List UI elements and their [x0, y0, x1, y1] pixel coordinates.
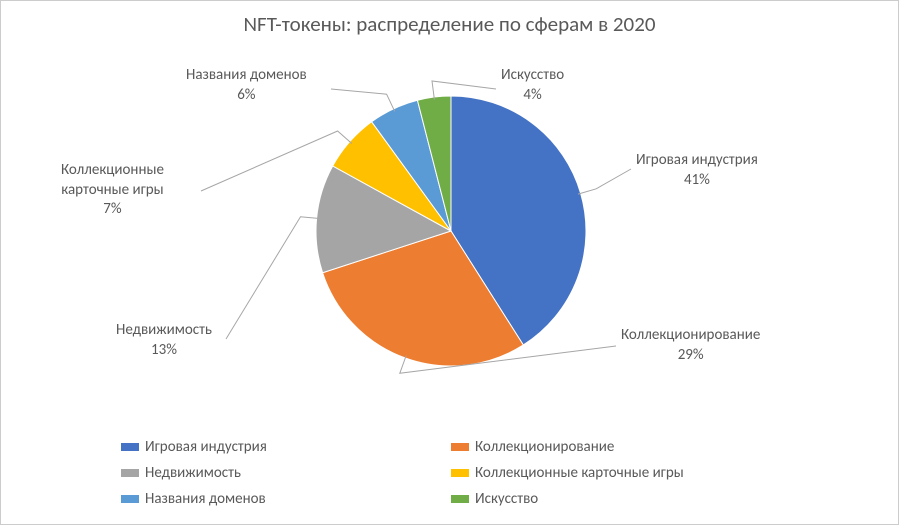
chart-title: NFT-токены: распределение по сферам в 20…: [1, 1, 898, 37]
legend: Игровая индустрия Коллекционирование Нед…: [121, 434, 781, 512]
legend-label: Коллекционные карточные игры: [475, 464, 684, 482]
callout-art: Искусство 4%: [501, 66, 564, 105]
legend-label: Названия доменов: [145, 490, 266, 508]
callout-art-label: Искусство: [501, 66, 564, 84]
legend-item-domains: Названия доменов: [121, 486, 451, 512]
callout-collecting: Коллекционирование 29%: [621, 326, 760, 365]
callout-cards-pct: 7%: [103, 200, 121, 218]
legend-label: Коллекционирование: [475, 438, 614, 456]
callout-cards-l1: Коллекционные: [61, 161, 164, 179]
legend-item-art: Искусство: [451, 486, 781, 512]
pie-area: Игровая индустрия 41% Коллекционирование…: [1, 51, 899, 421]
legend-marker: [121, 469, 139, 477]
callout-gaming-pct: 41%: [684, 171, 710, 189]
callout-cards-l2: карточные игры: [61, 181, 163, 199]
callout-realestate-label: Недвижимость: [116, 321, 212, 339]
legend-marker: [451, 469, 469, 477]
legend-marker: [451, 495, 469, 503]
legend-marker: [121, 495, 139, 503]
legend-item-realestate: Недвижимость: [121, 460, 451, 486]
callout-cards: Коллекционные карточные игры 7%: [61, 161, 164, 220]
pie-chart-container: NFT-токены: распределение по сферам в 20…: [0, 0, 899, 525]
pie-chart: [311, 91, 591, 371]
callout-domains-label: Названия доменов: [186, 66, 307, 84]
legend-item-collecting: Коллекционирование: [451, 434, 781, 460]
legend-label: Недвижимость: [145, 464, 241, 482]
callout-gaming-label: Игровая индустрия: [636, 151, 758, 169]
callout-realestate-pct: 13%: [151, 341, 177, 359]
legend-label: Искусство: [475, 490, 538, 508]
callout-collecting-pct: 29%: [678, 346, 704, 364]
callout-domains: Названия доменов 6%: [186, 66, 307, 105]
callout-gaming: Игровая индустрия 41%: [636, 151, 758, 190]
callout-domains-pct: 6%: [237, 86, 255, 104]
legend-label: Игровая индустрия: [145, 438, 267, 456]
callout-art-pct: 4%: [523, 86, 541, 104]
legend-item-cards: Коллекционные карточные игры: [451, 460, 781, 486]
callout-realestate: Недвижимость 13%: [116, 321, 212, 360]
callout-collecting-label: Коллекционирование: [621, 326, 760, 344]
legend-marker: [121, 443, 139, 451]
legend-marker: [451, 443, 469, 451]
legend-item-gaming: Игровая индустрия: [121, 434, 451, 460]
